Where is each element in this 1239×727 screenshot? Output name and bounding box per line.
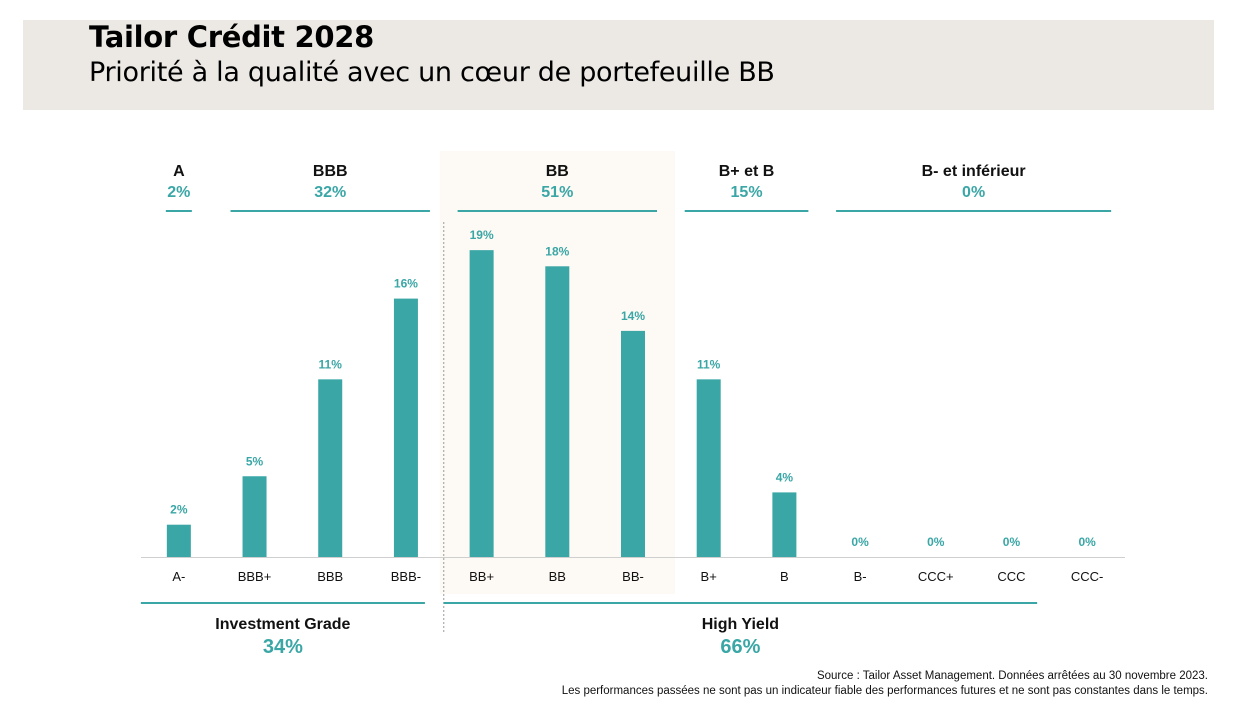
- disclaimer-note: Les performances passées ne sont pas un …: [561, 685, 1208, 697]
- group-pct-bb: 51%: [541, 184, 573, 201]
- value-label-bbb: 11%: [319, 357, 343, 371]
- value-label-bbb+: 5%: [246, 454, 264, 468]
- segment-name-investment-grade: Investment Grade: [215, 616, 350, 633]
- category-label-bbb: BBB: [317, 569, 343, 584]
- group-pct-b-et-b: 15%: [731, 184, 763, 201]
- bar-bb+: [469, 250, 494, 557]
- category-label-bb: BB: [549, 569, 566, 584]
- category-label-b: B: [780, 569, 789, 584]
- value-label-b: 4%: [776, 470, 794, 484]
- value-label-b-: 0%: [851, 535, 869, 549]
- bar-b: [772, 492, 797, 557]
- value-label-ccc: 0%: [1003, 535, 1021, 549]
- value-label-bb-: 14%: [621, 309, 645, 323]
- category-label-bbb-: BBB-: [391, 569, 421, 584]
- group-name-bbb: BBB: [313, 163, 348, 180]
- group-pct-a: 2%: [167, 184, 190, 201]
- value-label-bb+: 19%: [470, 228, 494, 242]
- group-pct-bbb: 32%: [314, 184, 346, 201]
- group-name-b-et-b: B+ et B: [719, 163, 775, 180]
- segment-pct-high-yield: 66%: [720, 636, 760, 658]
- value-label-ccc+: 0%: [927, 535, 945, 549]
- bar-bbb: [318, 379, 343, 557]
- category-label-ccc: CCC: [997, 569, 1025, 584]
- segment-name-high-yield: High Yield: [702, 616, 779, 633]
- page-title: Tailor Crédit 2028: [89, 20, 375, 54]
- group-pct-b-et-inf-rieur: 0%: [962, 184, 985, 201]
- category-label-bb+: BB+: [469, 569, 494, 584]
- segment-pct-investment-grade: 34%: [263, 636, 303, 658]
- category-label-bbb+: BBB+: [238, 569, 272, 584]
- category-label-b+: B+: [701, 569, 717, 584]
- category-label-bb-: BB-: [622, 569, 644, 584]
- group-name-bb: BB: [546, 163, 569, 180]
- value-label-a-: 2%: [170, 503, 188, 517]
- page-subtitle: Priorité à la qualité avec un cœur de po…: [89, 57, 775, 88]
- bar-b+: [696, 379, 721, 557]
- group-name-b-et-inf-rieur: B- et inférieur: [922, 163, 1026, 180]
- source-note: Source : Tailor Asset Management. Donnée…: [816, 670, 1208, 682]
- category-label-a-: A-: [172, 569, 185, 584]
- value-label-bb: 18%: [545, 244, 569, 258]
- bar-bb: [545, 266, 570, 557]
- category-label-b-: B-: [854, 569, 867, 584]
- category-label-ccc+: CCC+: [918, 569, 954, 584]
- value-label-bbb-: 16%: [394, 277, 418, 291]
- value-label-ccc-: 0%: [1078, 535, 1096, 549]
- bar-bb-: [621, 330, 645, 557]
- category-label-ccc-: CCC-: [1071, 569, 1104, 584]
- bar-bbb-: [393, 298, 418, 557]
- group-name-a: A: [173, 163, 185, 180]
- bar-bbb+: [242, 476, 267, 557]
- header-banner: [23, 20, 1214, 110]
- bar-a-: [166, 524, 191, 557]
- value-label-b+: 11%: [697, 357, 721, 371]
